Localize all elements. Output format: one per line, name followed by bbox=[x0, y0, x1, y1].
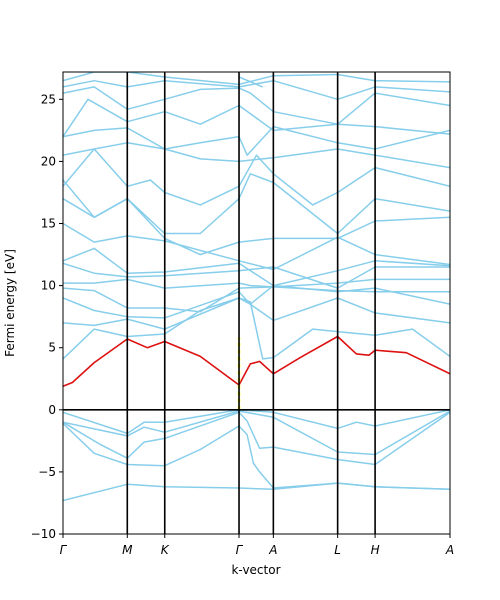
band-line-6 bbox=[63, 297, 450, 360]
band-line-9 bbox=[63, 286, 450, 313]
x-tick-label-5: L bbox=[334, 543, 341, 557]
axes-border bbox=[62, 71, 451, 535]
y-axis-label: Fermi energy [eV] bbox=[3, 249, 17, 357]
band-line-7 bbox=[63, 297, 450, 330]
x-tick-label-2: K bbox=[161, 543, 170, 557]
band-line-11 bbox=[63, 262, 450, 289]
band-line-18 bbox=[63, 125, 450, 156]
band-lines bbox=[63, 72, 450, 502]
band-line-10 bbox=[63, 278, 450, 289]
y-axis: −10 −5 0 5 10 15 20 25 bbox=[31, 92, 63, 541]
x-tick-label-7: A bbox=[445, 543, 454, 557]
x-tick-label-4: A bbox=[268, 543, 277, 557]
band-line-15 bbox=[63, 173, 450, 235]
band-line-14 bbox=[63, 197, 450, 256]
plot-frame bbox=[62, 71, 451, 535]
y-tick-label: 5 bbox=[48, 341, 56, 355]
band-line-19 bbox=[63, 98, 450, 138]
y-tick-label: −5 bbox=[38, 465, 56, 479]
band-line-23 bbox=[238, 76, 263, 88]
x-tick-label-6: H bbox=[371, 543, 380, 557]
x-axis-label: k-vector bbox=[231, 563, 280, 577]
x-tick-label-1: M bbox=[122, 543, 133, 557]
y-tick-label: 10 bbox=[41, 279, 56, 293]
band-line-3 bbox=[63, 410, 450, 456]
y-tick-label: 15 bbox=[41, 217, 56, 231]
band-line-4 bbox=[63, 409, 450, 435]
x-tick-label-3: Γ bbox=[236, 543, 244, 557]
band-line-17 bbox=[63, 142, 450, 169]
x-tick-label-0: Γ bbox=[60, 543, 68, 557]
highlighted-band-line bbox=[63, 335, 450, 387]
kpoint-dividers bbox=[63, 72, 450, 534]
band-line-22 bbox=[63, 72, 450, 86]
y-tick-label: 25 bbox=[41, 92, 56, 106]
y-tick-label: 20 bbox=[41, 154, 56, 168]
band-line-2 bbox=[63, 411, 450, 466]
band-line-8 bbox=[63, 284, 450, 319]
band-line-1 bbox=[63, 422, 450, 491]
y-tick-label: 0 bbox=[48, 403, 56, 417]
y-tick-label: −10 bbox=[31, 527, 56, 541]
band-line-0 bbox=[63, 482, 450, 502]
